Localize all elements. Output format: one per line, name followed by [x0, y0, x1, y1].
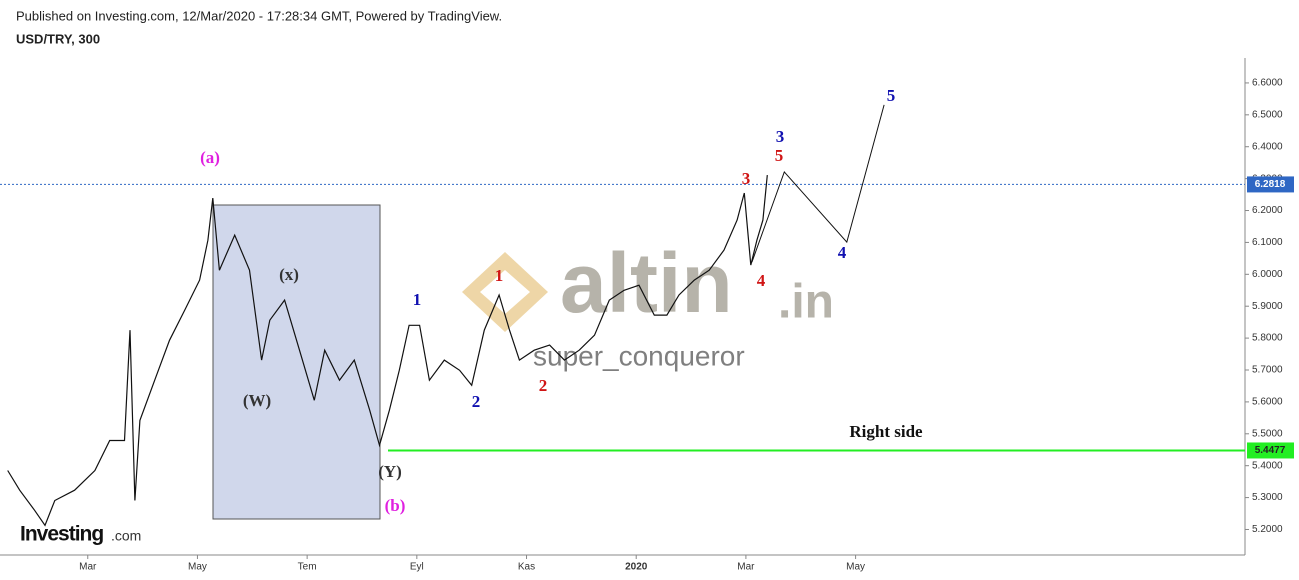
price-tag — [1247, 176, 1294, 193]
x-tick-label: Kas — [518, 562, 535, 573]
wave-label: 4 — [838, 243, 847, 262]
logo: Investing .com — [20, 523, 141, 546]
wave-label: 5 — [887, 86, 896, 105]
published-note: Published on Investing.com, 12/Mar/2020 … — [16, 8, 502, 23]
wave-label: (a) — [200, 148, 220, 167]
y-tick-label: 6.5000 — [1252, 109, 1283, 120]
x-tick-label: Mar — [79, 562, 97, 573]
wave-label: 3 — [742, 169, 751, 188]
y-tick-label: 5.3000 — [1252, 492, 1283, 503]
x-tick-label: Eyl — [410, 562, 424, 573]
y-tick-label: 6.6000 — [1252, 78, 1283, 89]
watermark-brand: altin — [560, 236, 733, 330]
wave-label: 2 — [472, 392, 481, 411]
wave-label: 5 — [775, 146, 784, 165]
watermark-user: super_conqueror — [533, 340, 745, 371]
x-tick-label: Tem — [298, 562, 317, 573]
symbol: USD/TRY, 300 — [16, 31, 100, 46]
y-tick-label: 5.9000 — [1252, 301, 1283, 312]
y-tick-label: 5.8000 — [1252, 333, 1283, 344]
wave-label: 4 — [757, 271, 766, 290]
y-tick-label: 6.2000 — [1252, 205, 1283, 216]
y-tick-label: 5.2000 — [1252, 524, 1283, 535]
wave-label: 3 — [776, 127, 785, 146]
y-tick-label: 6.0000 — [1252, 269, 1283, 280]
price-line — [751, 104, 885, 263]
wave-label: (Y) — [378, 462, 402, 481]
wave-label: 2 — [539, 376, 548, 395]
x-tick-label: May — [846, 562, 865, 573]
watermark-icon-inner — [480, 270, 530, 314]
x-tick-label: 2020 — [625, 562, 648, 573]
logo-name: Investing — [20, 523, 103, 546]
price-tag-label: 6.2818 — [1255, 179, 1286, 190]
price-tag-label: 5.4477 — [1255, 445, 1286, 456]
wave-label: (b) — [385, 496, 406, 515]
y-tick-label: 6.4000 — [1252, 141, 1283, 152]
y-tick-label: 5.4000 — [1252, 460, 1283, 471]
y-tick-label: 5.5000 — [1252, 428, 1283, 439]
y-tick-label: 6.1000 — [1252, 237, 1283, 248]
y-tick-label: 5.7000 — [1252, 365, 1283, 376]
watermark: altin .in super_conqueror — [462, 236, 834, 371]
wave-label: (W) — [243, 391, 271, 410]
wave-label: 1 — [413, 290, 422, 309]
watermark-suffix: .in — [778, 276, 834, 329]
price-tag — [1247, 442, 1294, 459]
logo-suffix: .com — [111, 528, 141, 544]
price-line — [7, 175, 768, 527]
x-tick-label: May — [188, 562, 207, 573]
wave-label: (x) — [279, 265, 299, 284]
wave-label: 1 — [495, 266, 504, 285]
x-tick-label: Mar — [737, 562, 755, 573]
wave-label: Right side — [849, 422, 923, 441]
y-tick-label: 5.6000 — [1252, 397, 1283, 408]
